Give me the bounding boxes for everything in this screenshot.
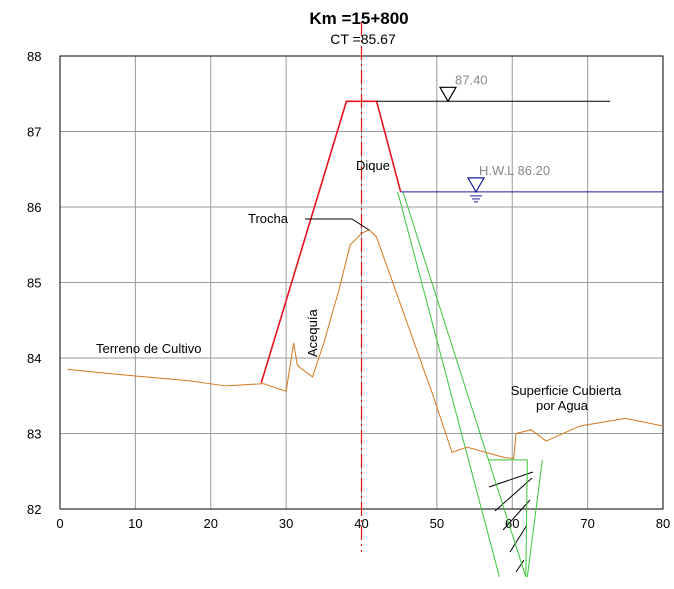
grid	[59, 55, 664, 510]
chart-title: Km =15+800	[309, 9, 408, 28]
label-acequia: Acequía	[305, 309, 320, 357]
excavation-line	[402, 191, 527, 578]
label-trocha: Trocha	[248, 211, 289, 226]
x-tick-label: 40	[354, 516, 368, 531]
chart-subtitle: CT =85.67	[330, 31, 396, 47]
levee-profile	[260, 100, 402, 384]
excavation-hatch	[488, 471, 534, 573]
y-tick-label: 85	[27, 276, 41, 291]
x-tick-label: 60	[505, 516, 519, 531]
excavation-line	[397, 191, 500, 578]
level-label: 87.40	[455, 72, 488, 87]
y-tick-label: 88	[27, 49, 41, 64]
label-terreno: Terreno de Cultivo	[96, 341, 202, 356]
hatch-line	[494, 477, 533, 512]
label-dique: Dique	[356, 158, 390, 173]
level-triangle-icon	[438, 86, 458, 103]
terrain-line	[67, 229, 664, 459]
x-tick-label: 10	[128, 516, 142, 531]
x-tick-label: 70	[580, 516, 594, 531]
label-superficie-2: por Agua	[536, 398, 589, 413]
x-tick-label: 50	[430, 516, 444, 531]
y-tick-label: 86	[27, 200, 41, 215]
hatch-line	[502, 499, 531, 531]
level-label: H.W.L 86.20	[479, 163, 550, 178]
y-tick-labels: 82 83 84 85 86 87 88	[27, 49, 41, 517]
x-tick-label: 20	[204, 516, 218, 531]
excavation-line	[525, 459, 528, 577]
y-tick-label: 83	[27, 427, 41, 442]
hatch-line	[488, 471, 534, 488]
y-tick-label: 87	[27, 125, 41, 140]
x-tick-label: 30	[279, 516, 293, 531]
excavation-line	[526, 459, 543, 578]
water-levels: 87.40 H.W.L 86.20	[376, 72, 663, 203]
x-tick-label: 80	[656, 516, 670, 531]
y-tick-label: 84	[27, 351, 41, 366]
level-triangle-icon	[466, 177, 486, 194]
x-tick-label: 0	[56, 516, 63, 531]
hatch-line	[515, 559, 525, 573]
hatch-line	[509, 524, 528, 553]
y-tick-label: 82	[27, 502, 41, 517]
x-tick-labels: 0 10 20 30 40 50 60 70 80	[56, 516, 670, 531]
trocha-leader	[305, 218, 370, 231]
excavation-lines	[397, 191, 543, 578]
label-superficie-1: Superficie Cubierta	[511, 383, 622, 398]
